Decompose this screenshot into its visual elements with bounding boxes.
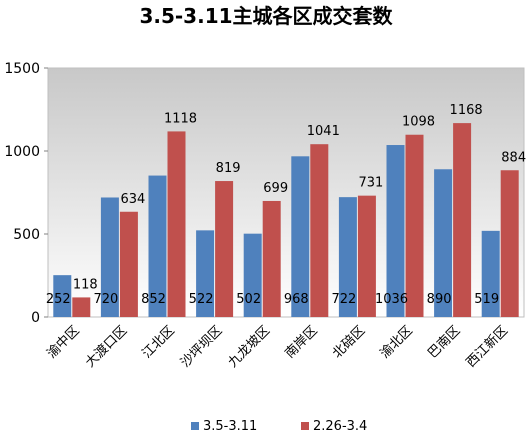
data-label: 852 [141,292,166,307]
data-label: 1098 [402,115,435,130]
legend-swatch [301,422,309,430]
data-label: 1168 [450,103,483,118]
category-label: 大渡口区 [82,323,130,371]
bar-series1 [291,156,310,317]
data-label: 968 [284,292,309,307]
data-label: 1041 [307,124,340,139]
bar-series2 [310,144,329,317]
bar-series2 [72,297,91,317]
bar-series1 [196,230,215,317]
bar-series2 [405,134,424,317]
category-label: 南岸区 [282,323,321,362]
bar-series2 [215,181,234,317]
data-label: 1118 [164,111,197,126]
bar-series2 [357,195,376,317]
bar-series1 [434,169,453,317]
data-label: 890 [427,292,452,307]
data-label: 252 [46,292,71,307]
category-label: 渝中区 [44,323,83,362]
bar-series1 [386,145,405,317]
chart-title: 3.5-3.11主城各区成交套数 [139,4,393,28]
data-label: 720 [93,292,118,307]
data-label: 884 [501,150,526,165]
y-tick-label: 1000 [4,144,40,160]
category-label: 北碚区 [330,323,368,361]
category-label: 沙坪坝区 [178,323,225,370]
data-label: 519 [474,292,499,307]
data-label: 731 [358,176,383,191]
data-label: 502 [236,292,261,307]
data-label: 118 [73,277,98,292]
bar-series2 [453,123,472,317]
data-label: 722 [331,292,356,307]
data-label: 1036 [375,292,408,307]
data-label: 522 [189,292,214,307]
y-tick-label: 1500 [4,61,40,77]
bar-series1 [53,275,72,317]
legend-label: 2.26-3.4 [313,419,367,434]
bar-series2 [262,200,281,317]
category-label: 巴南区 [425,323,464,362]
data-label: 634 [120,192,145,207]
bar-series1 [243,233,262,317]
bar-series1 [481,230,500,317]
y-tick-label: 0 [31,310,40,326]
category-label: 江北区 [140,323,178,361]
bar-series1 [100,197,119,317]
category-label: 渝北区 [377,323,416,362]
bar-series2 [119,211,138,317]
category-label: 西江新区 [463,323,511,371]
y-tick-label: 500 [13,227,40,243]
bar-series2 [167,131,186,317]
legend-label: 3.5-3.11 [203,419,257,434]
category-label: 九龙坡区 [226,323,273,370]
bar-series1 [148,175,167,317]
data-label: 819 [216,161,241,176]
legend-swatch [191,422,199,430]
data-label: 699 [263,181,288,196]
bar-series1 [338,197,357,317]
bar-series2 [500,170,519,317]
